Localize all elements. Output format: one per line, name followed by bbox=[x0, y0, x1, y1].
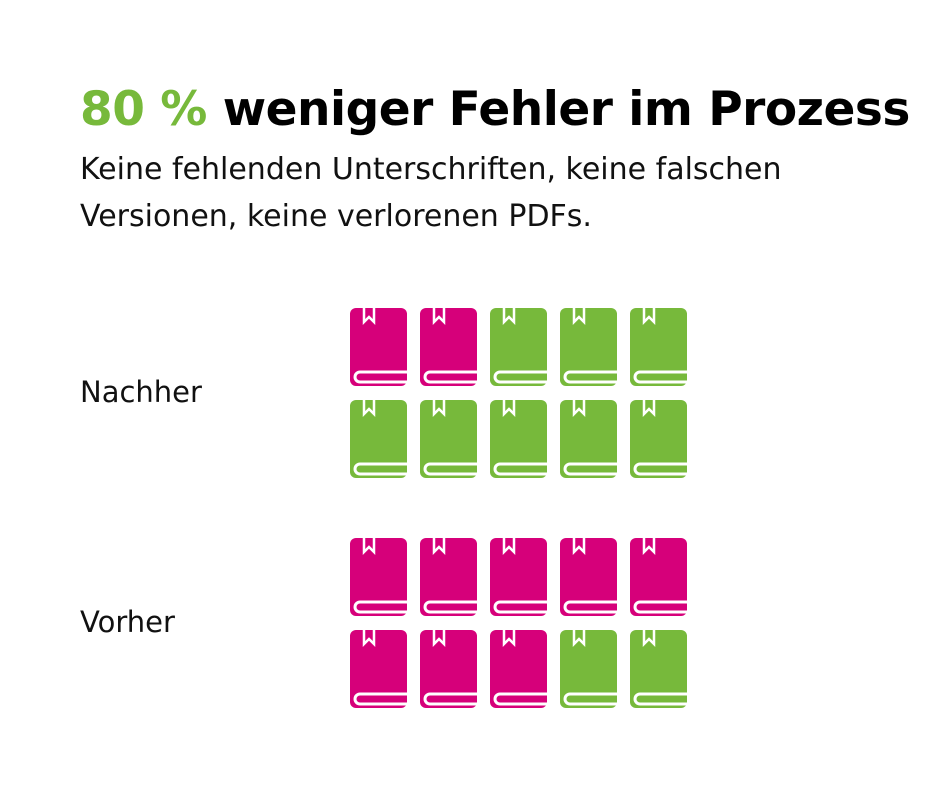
book-body bbox=[350, 400, 407, 478]
book-pages bbox=[563, 692, 617, 706]
subtitle-line: Keine fehlenden Unterschriften, keine fa… bbox=[80, 152, 782, 187]
book-bookmark bbox=[642, 400, 656, 418]
book-pages bbox=[633, 692, 687, 706]
book-body bbox=[350, 538, 407, 616]
book-icon bbox=[490, 400, 547, 478]
book-pages bbox=[493, 370, 547, 384]
book-bookmark bbox=[572, 538, 586, 556]
book-icon bbox=[630, 630, 687, 708]
book-icon bbox=[560, 400, 617, 478]
book-icon bbox=[350, 308, 407, 386]
book-icon bbox=[420, 538, 477, 616]
book-bookmark bbox=[572, 400, 586, 418]
book-pages bbox=[423, 370, 477, 384]
book-body bbox=[350, 630, 407, 708]
book-body bbox=[420, 538, 477, 616]
book-bookmark bbox=[432, 308, 446, 326]
book-icon bbox=[560, 538, 617, 616]
book-bookmark bbox=[362, 538, 376, 556]
book-bookmark bbox=[502, 308, 516, 326]
book-icon bbox=[630, 400, 687, 478]
book-icon bbox=[630, 538, 687, 616]
book-icon bbox=[490, 630, 547, 708]
book-body bbox=[420, 400, 477, 478]
book-pages bbox=[423, 600, 477, 614]
book-body bbox=[420, 630, 477, 708]
book-pages bbox=[353, 692, 407, 706]
category-label: Nachher bbox=[80, 375, 202, 409]
title-text: weniger Fehler im Prozess bbox=[222, 82, 911, 137]
book-bookmark bbox=[572, 308, 586, 326]
book-pages bbox=[563, 600, 617, 614]
book-icon bbox=[350, 400, 407, 478]
book-bookmark bbox=[362, 630, 376, 648]
book-body bbox=[630, 538, 687, 616]
book-body bbox=[630, 400, 687, 478]
book-body bbox=[560, 538, 617, 616]
book-body bbox=[560, 308, 617, 386]
book-pages bbox=[633, 370, 687, 384]
book-icon bbox=[420, 630, 477, 708]
book-bookmark bbox=[362, 400, 376, 418]
book-pages bbox=[563, 370, 617, 384]
book-bookmark bbox=[502, 538, 516, 556]
book-pages bbox=[493, 692, 547, 706]
book-bookmark bbox=[642, 538, 656, 556]
category-label: Vorher bbox=[80, 605, 175, 639]
book-bookmark bbox=[432, 400, 446, 418]
book-bookmark bbox=[502, 400, 516, 418]
book-pages bbox=[633, 462, 687, 476]
book-body bbox=[490, 630, 547, 708]
book-body bbox=[630, 308, 687, 386]
book-pages bbox=[353, 462, 407, 476]
book-body bbox=[560, 630, 617, 708]
book-icon bbox=[560, 630, 617, 708]
book-body bbox=[490, 538, 547, 616]
book-icon bbox=[560, 308, 617, 386]
book-pages bbox=[353, 370, 407, 384]
book-icon bbox=[630, 308, 687, 386]
title-highlight: 80 % bbox=[80, 82, 207, 137]
subtitle-line: Versionen, keine verlorenen PDFs. bbox=[80, 199, 592, 234]
book-bookmark bbox=[642, 308, 656, 326]
book-body bbox=[490, 308, 547, 386]
book-pages bbox=[493, 462, 547, 476]
book-icon bbox=[490, 308, 547, 386]
book-bookmark bbox=[432, 538, 446, 556]
book-icon bbox=[420, 308, 477, 386]
book-bookmark bbox=[502, 630, 516, 648]
book-body bbox=[630, 630, 687, 708]
book-bookmark bbox=[572, 630, 586, 648]
book-body bbox=[560, 400, 617, 478]
book-icon bbox=[420, 400, 477, 478]
book-pages bbox=[353, 600, 407, 614]
book-pages bbox=[423, 692, 477, 706]
book-bookmark bbox=[432, 630, 446, 648]
book-icon bbox=[350, 538, 407, 616]
book-icon bbox=[490, 538, 547, 616]
book-pages bbox=[423, 462, 477, 476]
book-body bbox=[350, 308, 407, 386]
book-icon bbox=[350, 630, 407, 708]
title: 80 % weniger Fehler im Prozess bbox=[80, 82, 910, 137]
book-pages bbox=[493, 600, 547, 614]
book-pages bbox=[563, 462, 617, 476]
book-bookmark bbox=[642, 630, 656, 648]
book-pages bbox=[633, 600, 687, 614]
book-bookmark bbox=[362, 308, 376, 326]
book-body bbox=[490, 400, 547, 478]
book-body bbox=[420, 308, 477, 386]
